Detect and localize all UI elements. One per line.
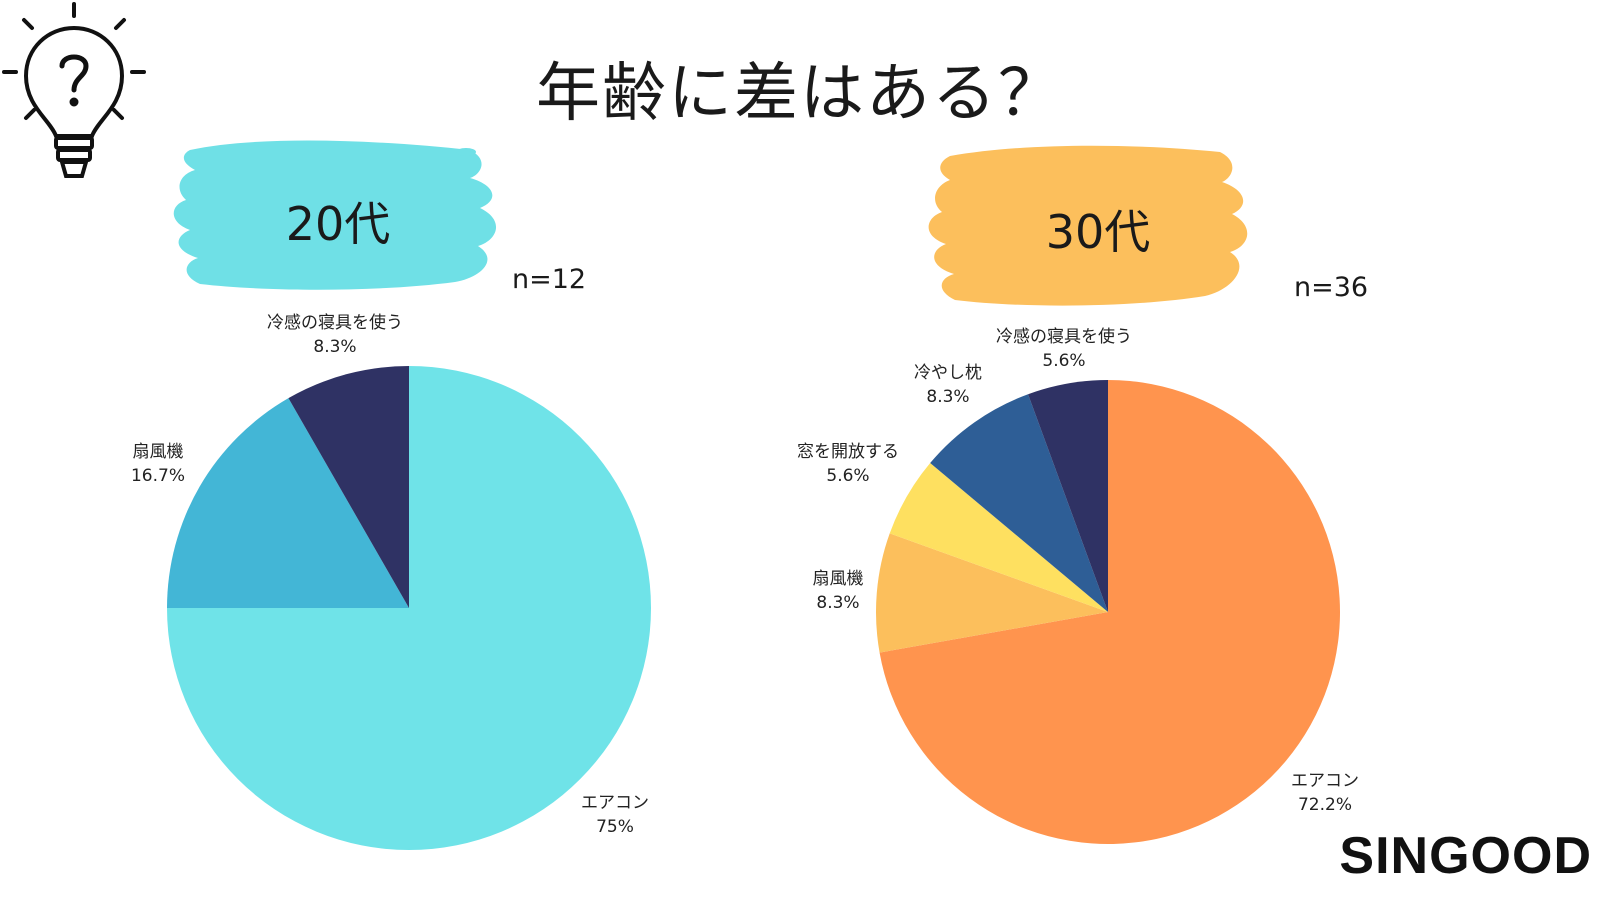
slice-value-label: 72.2% — [1298, 795, 1352, 815]
slice-label: 扇風機 — [133, 442, 184, 462]
chart-title-30s: 30代 — [1045, 205, 1151, 259]
pie-slice — [879, 380, 1340, 845]
pie-slice — [288, 366, 409, 608]
slice-value-label: 8.3% — [926, 387, 969, 407]
slice-label: エアコン — [1291, 771, 1359, 791]
slice-label: 冷感の寝具を使う — [996, 326, 1132, 347]
pie-chart-20s: エアコン 75% 扇風機 16.7% 冷感の寝具を使う 8.3% — [131, 312, 651, 850]
brand-logo-text: SINGOOD — [1339, 827, 1592, 885]
chart-title-20s: 20代 — [285, 197, 391, 251]
pie-chart-30s: エアコン 72.2% 扇風機 8.3% 窓を開放する 5.6% 冷やし枕 8.3% 冷感の寝具を… — [797, 326, 1359, 845]
slice-label: エアコン — [581, 793, 649, 813]
slice-value-label: 5.6% — [826, 466, 869, 486]
slice-label: 扇風機 — [813, 569, 864, 589]
slice-label: 冷やし枕 — [914, 363, 982, 383]
slice-value-label: 16.7% — [131, 466, 185, 486]
slice-value-label: 5.6% — [1042, 351, 1085, 371]
pie-slice — [167, 398, 409, 608]
lightbulb-question-icon — [2, 2, 146, 178]
sample-size-20s: n=12 — [512, 264, 587, 295]
page-title: 年齢に差はある？ — [536, 57, 1064, 131]
slice-value-label: 8.3% — [816, 593, 859, 613]
slice-value-label: 75% — [596, 817, 634, 837]
badge-20s — [173, 140, 497, 290]
slice-value-label: 8.3% — [313, 337, 356, 357]
pie-slice — [876, 533, 1108, 653]
sample-size-30s: n=36 — [1294, 272, 1369, 303]
slice-label: 窓を開放する — [797, 442, 899, 462]
badge-30s — [928, 145, 1248, 306]
pie-slice — [889, 462, 1108, 612]
pie-slice — [930, 394, 1108, 612]
slice-label: 冷感の寝具を使う — [267, 312, 403, 333]
pie-slice — [1028, 380, 1108, 612]
